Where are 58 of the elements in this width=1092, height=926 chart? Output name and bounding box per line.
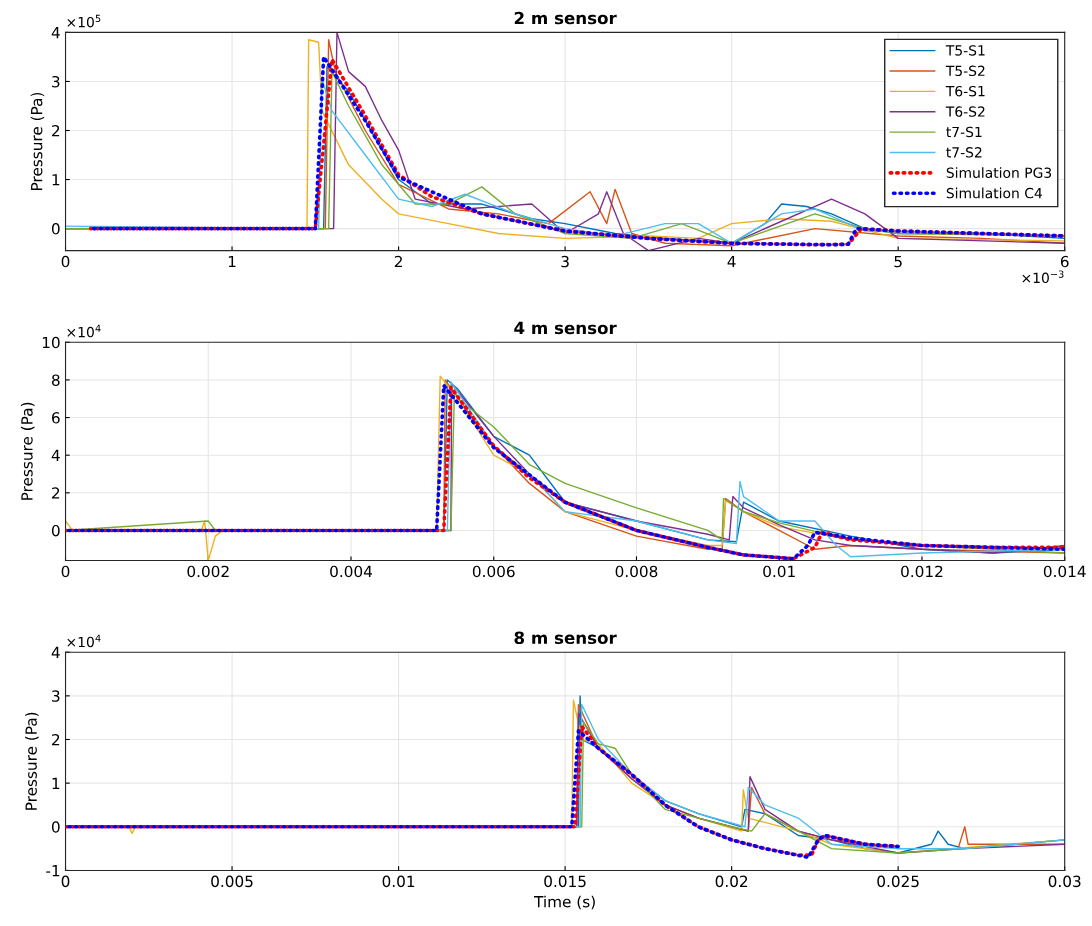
y-tick-label: -1 — [46, 865, 60, 877]
legend-label: t7-S1 — [946, 126, 982, 138]
legend-label: t7-S2 — [946, 147, 982, 158]
y-axis-title: Pressure (Pa) — [25, 712, 39, 810]
text: ×10$^{5}$ — [67, 14, 101, 28]
y-tick-label: 1 — [52, 777, 60, 789]
y-tick-label: 1 — [52, 174, 60, 186]
x-tick-label: 0.025 — [877, 875, 919, 888]
legend-label: T6-S2 — [945, 106, 985, 117]
x-tick-label: 0.005 — [211, 875, 253, 888]
legend-label: Simulation C4 — [946, 187, 1042, 199]
x-tick-label: 0 — [61, 255, 70, 268]
text: ×10$^{4}$ — [67, 634, 101, 648]
y-tick-label: 2 — [52, 487, 60, 499]
legend-label: T5-S1 — [945, 45, 985, 56]
y-tick-label: 2 — [52, 733, 60, 746]
chart-title: 2 m sensor — [514, 11, 617, 25]
y-tick-label: 2 — [52, 124, 60, 137]
y-tick-label: 6 — [52, 412, 60, 424]
text: ×10$^{4}$ — [67, 324, 101, 338]
x-tick-label: 0.01 — [382, 875, 415, 888]
legend-label: Simulation PG3 — [946, 167, 1052, 178]
x-tick-label: 0.03 — [1048, 875, 1081, 888]
x-tick-label: 2 — [394, 255, 402, 268]
y-tick-label: 4 — [51, 449, 60, 461]
x-tick-label: 5 — [894, 255, 902, 268]
x-tick-label: 0.002 — [187, 565, 229, 578]
y-tick-label: 0 — [51, 821, 60, 833]
x-tick-label: 0.015 — [544, 875, 586, 888]
x-tick-label: 0.004 — [330, 565, 373, 578]
y-tick-label: 4 — [51, 27, 60, 39]
chart-title: 4 m sensor — [514, 321, 617, 335]
y-axis-title: Pressure (Pa) — [20, 402, 35, 500]
text: ×10$^{−3}$ — [1022, 270, 1064, 284]
y-tick-label: 10 — [42, 336, 60, 349]
x-axis-title: Time (s) — [534, 895, 595, 910]
x-tick-label: 0 — [61, 565, 70, 578]
x-tick-label: 0 — [61, 875, 70, 888]
y-axis-title: Pressure (Pa) — [30, 92, 45, 190]
y-tick-label: 3 — [52, 75, 60, 88]
x-tick-label: 3 — [561, 255, 569, 268]
x-tick-label: 0.014 — [1043, 565, 1086, 578]
legend-label: T6-S1 — [945, 85, 985, 97]
x-tick-label: 0.008 — [615, 565, 658, 578]
x-tick-label: 0.01 — [763, 565, 795, 578]
x-tick-label: 1 — [228, 255, 236, 268]
y-tick-label: 0 — [51, 524, 60, 537]
x-tick-label: 0.006 — [472, 565, 515, 578]
y-tick-label: 0 — [51, 223, 60, 235]
x-tick-label: 6 — [1060, 255, 1069, 268]
x-tick-label: 0.012 — [901, 565, 943, 578]
x-tick-label: 0.02 — [715, 875, 748, 888]
y-tick-label: 3 — [52, 690, 60, 702]
y-tick-label: 8 — [51, 374, 60, 386]
legend-label: T5-S2 — [945, 65, 985, 77]
y-tick-label: 4 — [51, 646, 60, 659]
chart-title: 8 m sensor — [514, 631, 617, 645]
x-tick-label: 4 — [727, 255, 736, 268]
